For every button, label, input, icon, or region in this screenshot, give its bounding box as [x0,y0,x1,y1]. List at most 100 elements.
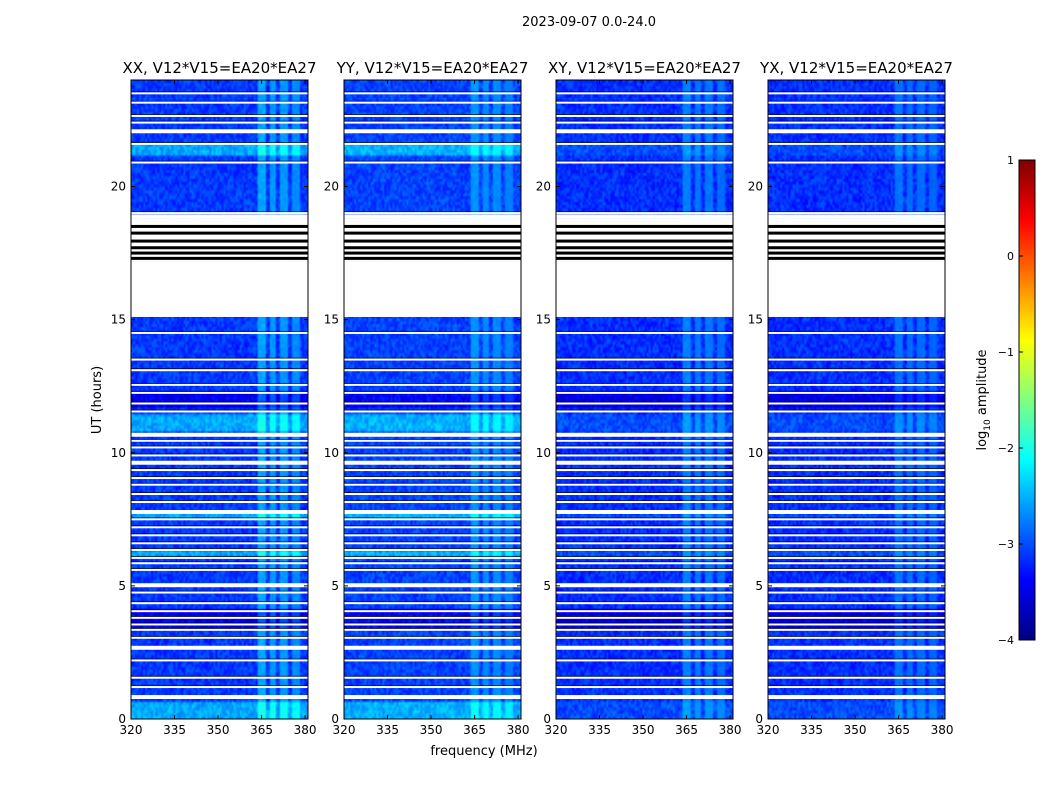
flagged-line [768,686,945,689]
flagged-line [556,636,733,639]
flagged-line [344,623,521,626]
flagged-line [556,623,733,626]
flagged-line [344,369,521,372]
flagged-stripe [556,231,733,235]
flagged-line [768,446,945,449]
flagged-range [344,432,521,437]
flagged-line [344,526,521,529]
y-tick-label: 5 [543,579,551,593]
y-tick-label: 10 [111,446,126,460]
flagged-line [131,542,308,545]
flagged-line [344,610,521,613]
flagged-line [768,369,945,372]
flagged-line [768,548,945,551]
flagged-line [131,114,308,117]
flagged-line [131,410,308,413]
flagged-line [768,439,945,442]
flagged-line [556,501,733,504]
colorbar-label: log10 amplitude [975,349,993,450]
flagged-range [556,583,733,588]
flagged-line [131,623,308,626]
flagged-line [556,101,733,104]
flagged-line [768,161,945,164]
flagged-range [131,261,308,317]
flagged-line [556,610,733,613]
x-tick-label: 380 [719,723,742,737]
flagged-line [344,446,521,449]
flagged-line [556,331,733,334]
panel-frame [767,79,946,720]
x-tick-label: 365 [887,723,910,737]
x-tick-label: 365 [250,723,273,737]
flagged-line [768,542,945,545]
flagged-range [556,129,733,134]
flagged-line [768,212,945,215]
flagged-line [768,568,945,571]
flagged-line [344,383,521,386]
panel-title: YY, V12*V15=EA20*EA27 [336,59,529,77]
y-tick-label: 0 [331,712,339,726]
y-tick-label: 5 [118,579,126,593]
flagged-range [768,261,945,317]
flagged-line [556,358,733,361]
flagged-line [556,454,733,457]
x-tick-label: 380 [931,723,954,737]
flagged-line [131,439,308,442]
flagged-line [131,659,308,662]
flagged-line [556,469,733,472]
flagged-line [556,548,733,551]
flagged-range [131,695,308,700]
x-tick-label: 380 [294,723,317,737]
flagged-range [344,214,521,219]
flagged-line [131,636,308,639]
panel-frame [555,79,734,720]
flagged-line [131,562,308,565]
flagged-line [131,686,308,689]
y-tick-label: 10 [748,446,763,460]
heatmap-image-0 [131,80,308,719]
flagged-range [131,432,308,437]
flagged-line [344,161,521,164]
flagged-line [768,676,945,679]
flagged-line [556,212,733,215]
flagged-line [556,383,733,386]
x-tick-label: 335 [163,723,186,737]
x-tick-label: 320 [333,723,356,737]
flagged-line [131,526,308,529]
flagged-stripe [768,251,945,255]
x-tick-label: 380 [507,723,530,737]
flagged-line [556,477,733,480]
x-tick-label: 365 [675,723,698,737]
flagged-stripe [344,256,521,260]
flagged-line [131,548,308,551]
flagged-stripe [131,256,308,260]
panel-frame [130,79,309,720]
flagged-line [131,469,308,472]
flagged-line [344,493,521,496]
flagged-stripe [556,239,733,243]
flagged-line [556,659,733,662]
y-tick-label: 15 [748,313,763,327]
flagged-line [344,212,521,215]
flagged-stripe [768,246,945,250]
flagged-range [556,460,733,465]
flagged-range [344,583,521,588]
flagged-range [556,509,733,514]
flagged-line [131,493,308,496]
y-tick-label: 15 [111,313,126,327]
flagged-line [131,676,308,679]
flagged-line [344,501,521,504]
colorbar-tick-label: −2 [998,442,1014,455]
flagged-stripe [131,239,308,243]
flagged-line [131,556,308,559]
y-tick-label: 0 [118,712,126,726]
flagged-stripe [556,251,733,255]
y-tick-label: 10 [536,446,551,460]
flagged-range [131,214,308,219]
flagged-line [344,534,521,537]
colorbar-ticks: −4 −3 −2 −1 0 1 [998,154,1023,647]
flagged-range [344,460,521,465]
flagged-line [131,212,308,215]
flagged-line [556,439,733,442]
